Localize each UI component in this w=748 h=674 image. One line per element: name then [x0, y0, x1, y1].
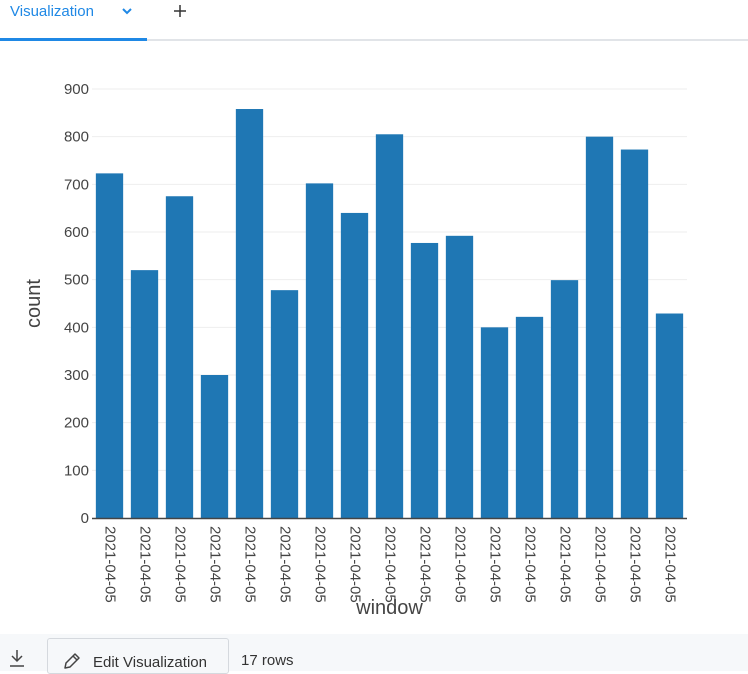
y-tick-label: 800: [64, 129, 89, 146]
chevron-down-icon[interactable]: [121, 6, 133, 16]
x-tick-label: 2021-04-05: [242, 526, 259, 603]
x-tick-label: 2021-04-05: [452, 526, 469, 603]
plus-icon[interactable]: [171, 2, 189, 20]
x-tick-label: 2021-04-05: [102, 526, 119, 603]
bar: [305, 183, 334, 518]
bar: [655, 313, 684, 518]
bar: [375, 134, 404, 518]
bar: [550, 280, 579, 518]
bar: [165, 196, 194, 518]
row-count: 17 rows: [241, 652, 294, 669]
bar: [515, 316, 544, 518]
x-tick-label: 2021-04-05: [137, 526, 154, 603]
bar-chart: 0 100 200 300 400 500 600 700 800 900 2021-04-05 20…: [23, 81, 687, 619]
x-axis-title: window: [355, 597, 423, 619]
y-tick-label: 500: [64, 272, 89, 289]
x-tick-label: 2021-04-05: [347, 526, 364, 603]
x-tick-label: 2021-04-05: [417, 526, 434, 603]
bar: [130, 270, 159, 518]
y-tick-label: 300: [64, 367, 89, 384]
results-footer: Edit Visualization 17 rows: [0, 634, 748, 674]
bar: [200, 375, 229, 518]
x-tick-label: 2021-04-05: [592, 526, 609, 603]
y-tick-label: 900: [64, 81, 89, 98]
bar: [235, 109, 264, 519]
bar: [480, 327, 509, 518]
bar: [270, 290, 299, 518]
x-tick-label: 2021-04-05: [382, 526, 399, 603]
y-tick-label: 700: [64, 176, 89, 193]
edit-visualization-button[interactable]: Edit Visualization: [47, 638, 229, 674]
tab-visualization[interactable]: Visualization: [0, 0, 147, 41]
download-icon[interactable]: [8, 648, 26, 668]
x-tick-label: 2021-04-05: [312, 526, 329, 603]
y-tick-label: 600: [64, 224, 89, 241]
y-axis-title: count: [23, 279, 45, 328]
bar: [585, 136, 614, 518]
bar: [340, 212, 369, 518]
x-tick-label: 2021-04-05: [522, 526, 539, 603]
tab-visualization-label: Visualization: [10, 3, 94, 20]
x-tick-label: 2021-04-05: [662, 526, 679, 603]
x-tick-label: 2021-04-05: [487, 526, 504, 603]
x-tick-label: 2021-04-05: [627, 526, 644, 603]
x-tick-label: 2021-04-05: [557, 526, 574, 603]
pencil-icon: [64, 653, 80, 669]
bar: [620, 149, 649, 518]
x-tick-label: 2021-04-05: [277, 526, 294, 603]
bar: [445, 235, 474, 518]
bar: [95, 173, 124, 518]
bar: [410, 242, 439, 519]
y-tick-label: 0: [81, 510, 89, 527]
tab-bar: Visualization: [0, 0, 748, 41]
y-tick-label: 200: [64, 415, 89, 432]
x-tick-label: 2021-04-05: [207, 526, 224, 603]
y-tick-label: 100: [64, 462, 89, 479]
edit-visualization-label: Edit Visualization: [93, 654, 207, 671]
y-tick-label: 400: [64, 319, 89, 336]
x-tick-label: 2021-04-05: [172, 526, 189, 603]
